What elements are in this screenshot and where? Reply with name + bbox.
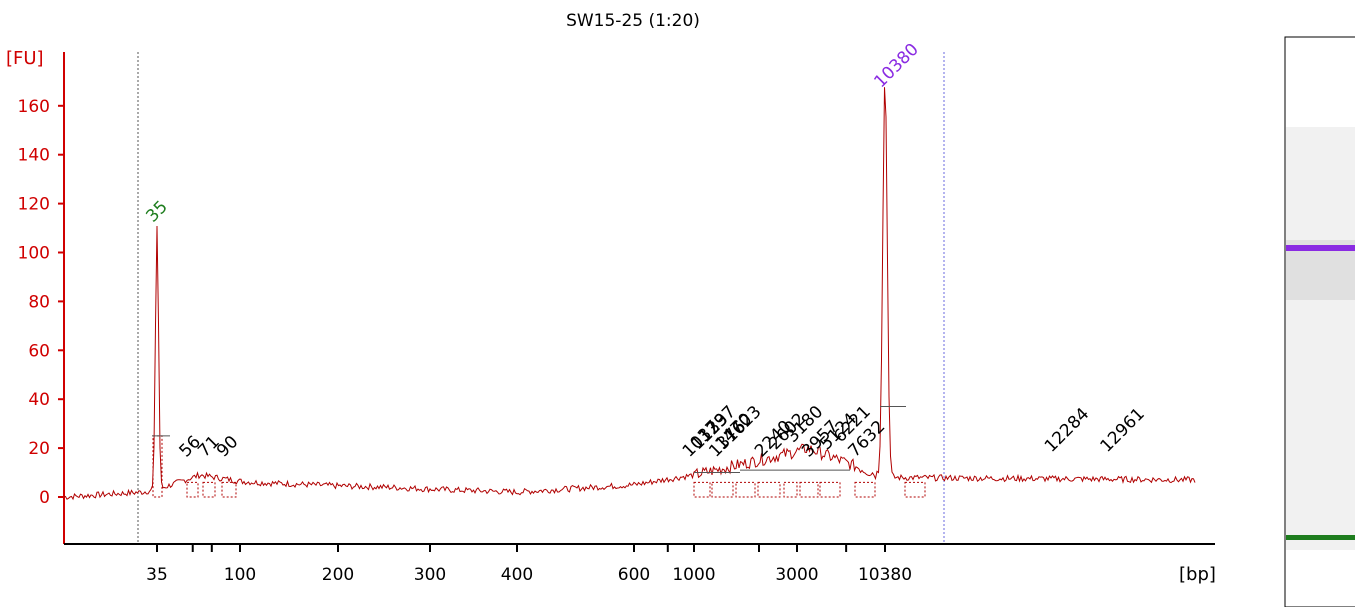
chart-title: SW15-25 (1:20) [566, 11, 700, 31]
x-tick-label: 600 [618, 565, 650, 585]
y-tick-label: 140 [18, 146, 50, 166]
peak-box [854, 481, 876, 498]
peak-box [693, 481, 711, 498]
peak-box [783, 481, 798, 498]
x-tick-label: 1000 [672, 565, 715, 585]
x-tick-label: 10380 [858, 565, 912, 585]
x-tick-label: 400 [501, 565, 533, 585]
fragment-peak-label: 90 [213, 432, 242, 461]
y-tick-label: 160 [18, 97, 50, 117]
x-tick-label: 300 [414, 565, 446, 585]
peak-box [221, 481, 237, 498]
y-tick-label: 120 [18, 195, 50, 215]
peak-box [711, 481, 734, 498]
gel-upper-band [1286, 245, 1355, 251]
peak-box [819, 481, 841, 498]
gel-lower-band [1286, 535, 1355, 540]
x-tick-label: 100 [224, 565, 256, 585]
y-tick-label: 20 [28, 439, 50, 459]
y-tick-label: 60 [28, 341, 50, 361]
y-ticks: 0 20 40 60 80 100 120 140 160 [18, 97, 64, 508]
peak-box [202, 481, 216, 498]
marker-peak-label: 10380 [870, 40, 922, 92]
x-tick-label: 200 [322, 565, 354, 585]
marker-peak-label: 35 [142, 197, 171, 226]
gel-lane [1284, 36, 1355, 607]
x-ticks: 35 100 200 300 400 600 1000 3000 10380 [146, 544, 912, 585]
peak-box [735, 481, 756, 498]
y-axis-label: [FU] [6, 48, 44, 69]
peak-box [904, 481, 926, 498]
trace-line [63, 87, 1196, 501]
y-tick-label: 80 [28, 292, 50, 312]
x-tick-label: 35 [146, 565, 168, 585]
y-tick-label: 40 [28, 390, 50, 410]
fragment-peak-label: 12961 [1096, 404, 1148, 456]
y-tick-label: 0 [39, 488, 50, 508]
peak-box [757, 481, 781, 498]
y-tick-label: 100 [18, 244, 50, 264]
peak-box [186, 481, 199, 498]
fragment-peak-label: 12284 [1041, 404, 1093, 456]
trace-group [63, 87, 1196, 501]
peak-box [799, 481, 819, 498]
x-tick-label: 3000 [775, 565, 818, 585]
gel-background [1286, 127, 1355, 550]
x-axis-label: [bp] [1179, 564, 1216, 585]
